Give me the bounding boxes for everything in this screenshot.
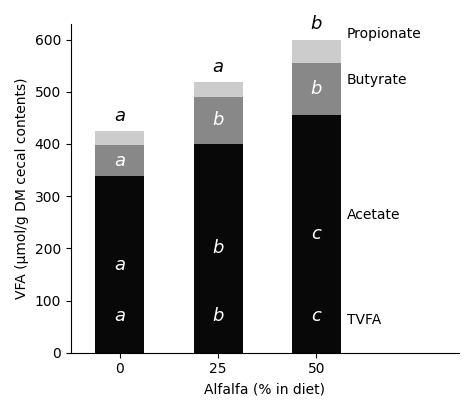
Bar bbox=[292, 63, 341, 115]
Text: Butyrate: Butyrate bbox=[347, 73, 408, 87]
Bar bbox=[193, 82, 243, 97]
Text: c: c bbox=[311, 225, 321, 243]
Text: b: b bbox=[212, 307, 224, 325]
Text: Propionate: Propionate bbox=[347, 27, 422, 41]
Y-axis label: VFA (μmol/g DM cecal contents): VFA (μmol/g DM cecal contents) bbox=[15, 78, 29, 299]
Text: a: a bbox=[213, 58, 224, 76]
Text: b: b bbox=[311, 15, 322, 33]
Text: b: b bbox=[311, 80, 322, 98]
Bar bbox=[292, 39, 341, 63]
Bar bbox=[95, 145, 145, 176]
Text: b: b bbox=[212, 239, 224, 257]
Text: a: a bbox=[114, 307, 125, 325]
Bar bbox=[193, 97, 243, 144]
Text: Acetate: Acetate bbox=[347, 208, 401, 222]
Text: b: b bbox=[212, 111, 224, 129]
Bar bbox=[193, 144, 243, 353]
Bar bbox=[95, 131, 145, 145]
Bar bbox=[95, 176, 145, 353]
Text: a: a bbox=[114, 107, 125, 125]
Text: c: c bbox=[311, 307, 321, 325]
X-axis label: Alfalfa (% in diet): Alfalfa (% in diet) bbox=[204, 382, 325, 396]
Bar bbox=[292, 115, 341, 353]
Text: TVFA: TVFA bbox=[347, 313, 381, 327]
Text: a: a bbox=[114, 256, 125, 274]
Text: a: a bbox=[114, 152, 125, 170]
